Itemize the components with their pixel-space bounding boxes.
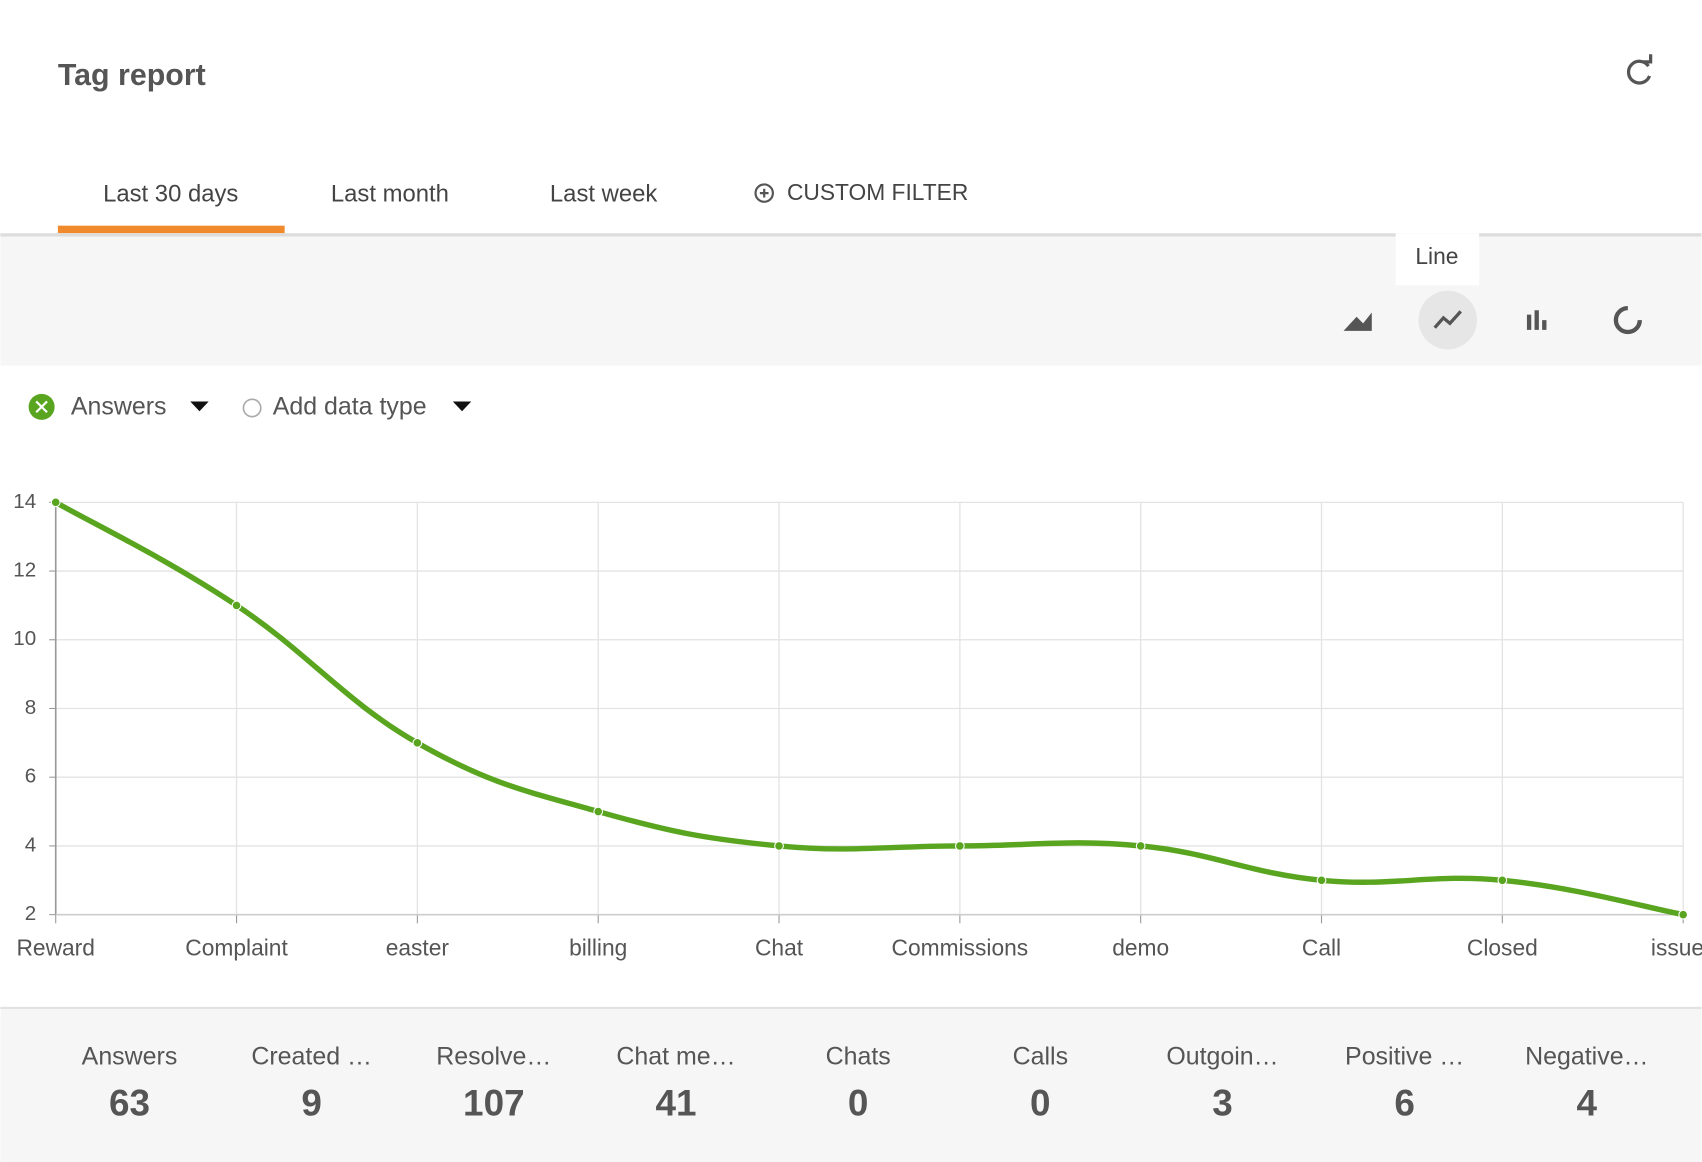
data-point bbox=[593, 806, 604, 817]
data-point bbox=[1316, 875, 1327, 886]
y-tick-label: 2 bbox=[25, 902, 36, 925]
stat-value: 3 bbox=[1212, 1082, 1233, 1123]
y-tick-label: 10 bbox=[13, 627, 36, 650]
toolbar-shadow bbox=[0, 233, 1702, 237]
line-chart-icon bbox=[1433, 310, 1462, 329]
stat-label: Answers bbox=[82, 1042, 178, 1070]
series-selector[interactable]: Answers bbox=[71, 393, 167, 421]
stats-bar bbox=[0, 1006, 1702, 1162]
x-tick-label: demo bbox=[1112, 934, 1169, 960]
active-tab-indicator bbox=[57, 225, 285, 234]
x-tick-label: issues bbox=[1651, 934, 1702, 960]
area-chart-button[interactable] bbox=[1343, 312, 1372, 331]
data-point bbox=[1678, 909, 1689, 920]
y-tick-label: 12 bbox=[13, 558, 36, 581]
y-tick-label: 4 bbox=[25, 833, 36, 856]
refresh-icon bbox=[1626, 59, 1652, 85]
data-point bbox=[50, 497, 61, 508]
stat-value: 4 bbox=[1577, 1082, 1598, 1123]
stat-label: Positive … bbox=[1345, 1042, 1464, 1070]
tooltip bbox=[1395, 233, 1480, 286]
stat-value: 0 bbox=[848, 1082, 869, 1123]
bar-chart-button[interactable] bbox=[1526, 310, 1547, 330]
stat-label: Calls bbox=[1013, 1042, 1068, 1070]
tab[interactable]: Last month bbox=[331, 181, 449, 208]
data-point bbox=[774, 841, 784, 851]
data-point bbox=[412, 737, 423, 748]
stat-label: Negative… bbox=[1525, 1042, 1648, 1070]
data-point bbox=[1135, 841, 1146, 851]
radio[interactable] bbox=[242, 398, 262, 418]
stat-value: 41 bbox=[655, 1082, 696, 1123]
stat-value: 0 bbox=[1030, 1082, 1051, 1123]
stat-value: 107 bbox=[463, 1082, 525, 1123]
tab[interactable]: Last week bbox=[550, 181, 657, 208]
stat-value: 9 bbox=[301, 1082, 322, 1123]
x-tick-label: Closed bbox=[1467, 934, 1538, 960]
plus-icon bbox=[754, 183, 774, 203]
stat-value: 63 bbox=[109, 1082, 150, 1123]
data-point bbox=[1497, 875, 1508, 886]
x-tick-label: Commissions bbox=[892, 934, 1029, 960]
remove-icon bbox=[35, 400, 48, 414]
stats-border bbox=[0, 1006, 1702, 1010]
refresh-arrow bbox=[1643, 54, 1653, 64]
stat-label: Created … bbox=[251, 1042, 372, 1070]
data-point bbox=[231, 600, 242, 611]
stat-value: 6 bbox=[1394, 1082, 1415, 1123]
custom-filter[interactable]: CUSTOM FILTER bbox=[787, 179, 968, 205]
data-point bbox=[954, 841, 965, 851]
stat-label: Chat me… bbox=[616, 1042, 735, 1070]
y-tick-label: 14 bbox=[13, 490, 36, 513]
x-tick-label: Complaint bbox=[185, 934, 288, 960]
stat-label: Chats bbox=[826, 1042, 891, 1070]
y-tick-label: 8 bbox=[25, 696, 36, 719]
dropdown-arrow[interactable] bbox=[190, 401, 209, 412]
y-tick-label: 6 bbox=[25, 765, 36, 788]
x-tick-label: billing bbox=[569, 934, 627, 960]
tooltip-text: Line bbox=[1415, 243, 1458, 269]
plus-icon bbox=[759, 188, 769, 198]
chart: 2 4 6 8 10 12 14 Reward Complaint easter billing Ch… bbox=[13, 490, 1702, 961]
page-title: Tag report bbox=[58, 59, 206, 92]
x-tick-label: Chat bbox=[755, 934, 804, 960]
tab[interactable]: Last 30 days bbox=[103, 181, 238, 208]
stat-label: Outgoin… bbox=[1166, 1042, 1278, 1070]
stat-label: Resolve… bbox=[436, 1042, 551, 1070]
donut-chart-button[interactable] bbox=[1613, 305, 1642, 335]
refresh-button[interactable] bbox=[1626, 54, 1653, 85]
series-line bbox=[54, 499, 1684, 918]
x-tick-label: Call bbox=[1302, 934, 1341, 960]
dropdown-arrow[interactable] bbox=[452, 401, 472, 412]
x-tick-label: Reward bbox=[16, 934, 94, 960]
x-tick-label: easter bbox=[386, 934, 450, 960]
add-data-type[interactable]: Add data type bbox=[273, 393, 427, 421]
